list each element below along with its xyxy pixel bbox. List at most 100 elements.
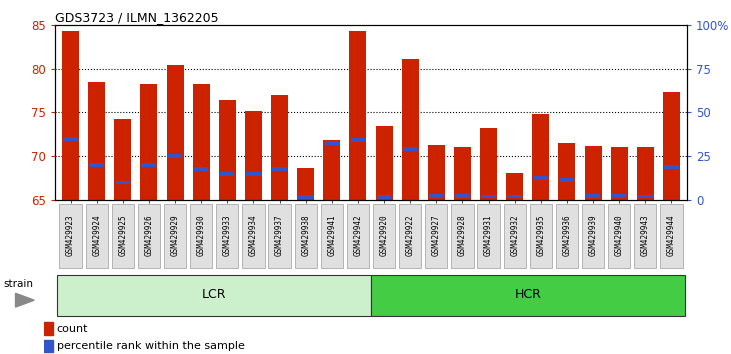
Text: GSM429923: GSM429923 <box>66 215 75 257</box>
Bar <box>428 145 444 200</box>
Text: GSM429932: GSM429932 <box>510 215 519 257</box>
Bar <box>44 340 53 352</box>
Bar <box>194 167 208 171</box>
FancyBboxPatch shape <box>58 275 371 316</box>
Text: GSM429939: GSM429939 <box>588 215 597 257</box>
Text: GSM429924: GSM429924 <box>92 215 101 257</box>
Bar <box>376 195 391 199</box>
FancyBboxPatch shape <box>451 204 474 268</box>
Bar <box>610 147 628 200</box>
Text: GSM429943: GSM429943 <box>641 215 650 257</box>
Bar <box>585 146 602 200</box>
Text: strain: strain <box>3 279 33 289</box>
Bar <box>351 138 366 142</box>
Bar <box>219 100 236 200</box>
Text: LCR: LCR <box>202 288 227 301</box>
Bar <box>560 178 574 182</box>
FancyBboxPatch shape <box>321 204 343 268</box>
Bar <box>480 128 497 200</box>
FancyBboxPatch shape <box>295 204 317 268</box>
Bar <box>273 167 287 171</box>
Text: GSM429944: GSM429944 <box>667 215 676 257</box>
Text: GSM429936: GSM429936 <box>562 215 572 257</box>
Bar <box>429 194 444 198</box>
Bar <box>481 195 496 199</box>
FancyBboxPatch shape <box>556 204 578 268</box>
Bar <box>142 163 156 167</box>
FancyBboxPatch shape <box>371 275 684 316</box>
Text: GSM429942: GSM429942 <box>353 215 363 257</box>
FancyBboxPatch shape <box>164 204 186 268</box>
Bar <box>664 165 678 169</box>
Bar <box>638 195 653 199</box>
Bar <box>507 195 522 199</box>
Bar <box>88 82 105 200</box>
Bar <box>271 95 288 200</box>
FancyBboxPatch shape <box>608 204 630 268</box>
Bar <box>349 31 366 200</box>
Text: GSM429940: GSM429940 <box>615 215 624 257</box>
FancyBboxPatch shape <box>635 204 656 268</box>
Text: percentile rank within the sample: percentile rank within the sample <box>57 341 245 351</box>
FancyBboxPatch shape <box>582 204 605 268</box>
Bar <box>114 119 132 200</box>
Bar <box>403 147 417 151</box>
Text: GSM429929: GSM429929 <box>170 215 180 257</box>
FancyBboxPatch shape <box>216 204 238 268</box>
Bar <box>64 137 77 141</box>
Text: count: count <box>57 324 88 333</box>
Text: GSM429933: GSM429933 <box>223 215 232 257</box>
Bar <box>62 31 79 200</box>
Bar <box>401 59 419 200</box>
FancyBboxPatch shape <box>112 204 134 268</box>
Bar <box>323 141 341 200</box>
Bar <box>245 111 262 200</box>
Bar <box>193 84 210 200</box>
Text: GSM429920: GSM429920 <box>379 215 389 257</box>
Text: GSM429922: GSM429922 <box>406 215 414 257</box>
Bar <box>586 194 600 198</box>
Text: GSM429931: GSM429931 <box>484 215 493 257</box>
Text: GSM429938: GSM429938 <box>301 215 310 257</box>
Text: GSM429935: GSM429935 <box>537 215 545 257</box>
Bar <box>220 172 235 176</box>
FancyBboxPatch shape <box>242 204 265 268</box>
Bar <box>44 322 53 335</box>
Polygon shape <box>15 293 34 307</box>
Text: GSM429934: GSM429934 <box>249 215 258 257</box>
FancyBboxPatch shape <box>504 204 526 268</box>
Text: GSM429937: GSM429937 <box>275 215 284 257</box>
Text: GDS3723 / ILMN_1362205: GDS3723 / ILMN_1362205 <box>55 11 219 24</box>
FancyBboxPatch shape <box>530 204 552 268</box>
Bar <box>612 194 626 198</box>
FancyBboxPatch shape <box>190 204 212 268</box>
Bar <box>298 169 314 200</box>
Bar <box>534 176 548 180</box>
Text: GSM429928: GSM429928 <box>458 215 467 257</box>
Bar <box>168 154 182 158</box>
Bar <box>140 84 157 200</box>
Bar <box>558 143 575 200</box>
Bar <box>115 181 130 184</box>
FancyBboxPatch shape <box>59 204 82 268</box>
FancyBboxPatch shape <box>268 204 291 268</box>
FancyBboxPatch shape <box>86 204 107 268</box>
Bar <box>637 147 654 200</box>
FancyBboxPatch shape <box>137 204 160 268</box>
Bar <box>455 194 469 198</box>
Bar <box>663 92 680 200</box>
Text: GSM429925: GSM429925 <box>118 215 127 257</box>
FancyBboxPatch shape <box>399 204 421 268</box>
FancyBboxPatch shape <box>346 204 369 268</box>
Text: GSM429927: GSM429927 <box>432 215 441 257</box>
Bar <box>376 126 393 200</box>
Text: GSM429930: GSM429930 <box>197 215 205 257</box>
Bar <box>325 141 339 145</box>
FancyBboxPatch shape <box>660 204 683 268</box>
FancyBboxPatch shape <box>425 204 447 268</box>
Bar <box>246 172 261 176</box>
Bar <box>506 173 523 200</box>
Bar <box>298 195 313 199</box>
Bar <box>532 114 549 200</box>
FancyBboxPatch shape <box>373 204 395 268</box>
